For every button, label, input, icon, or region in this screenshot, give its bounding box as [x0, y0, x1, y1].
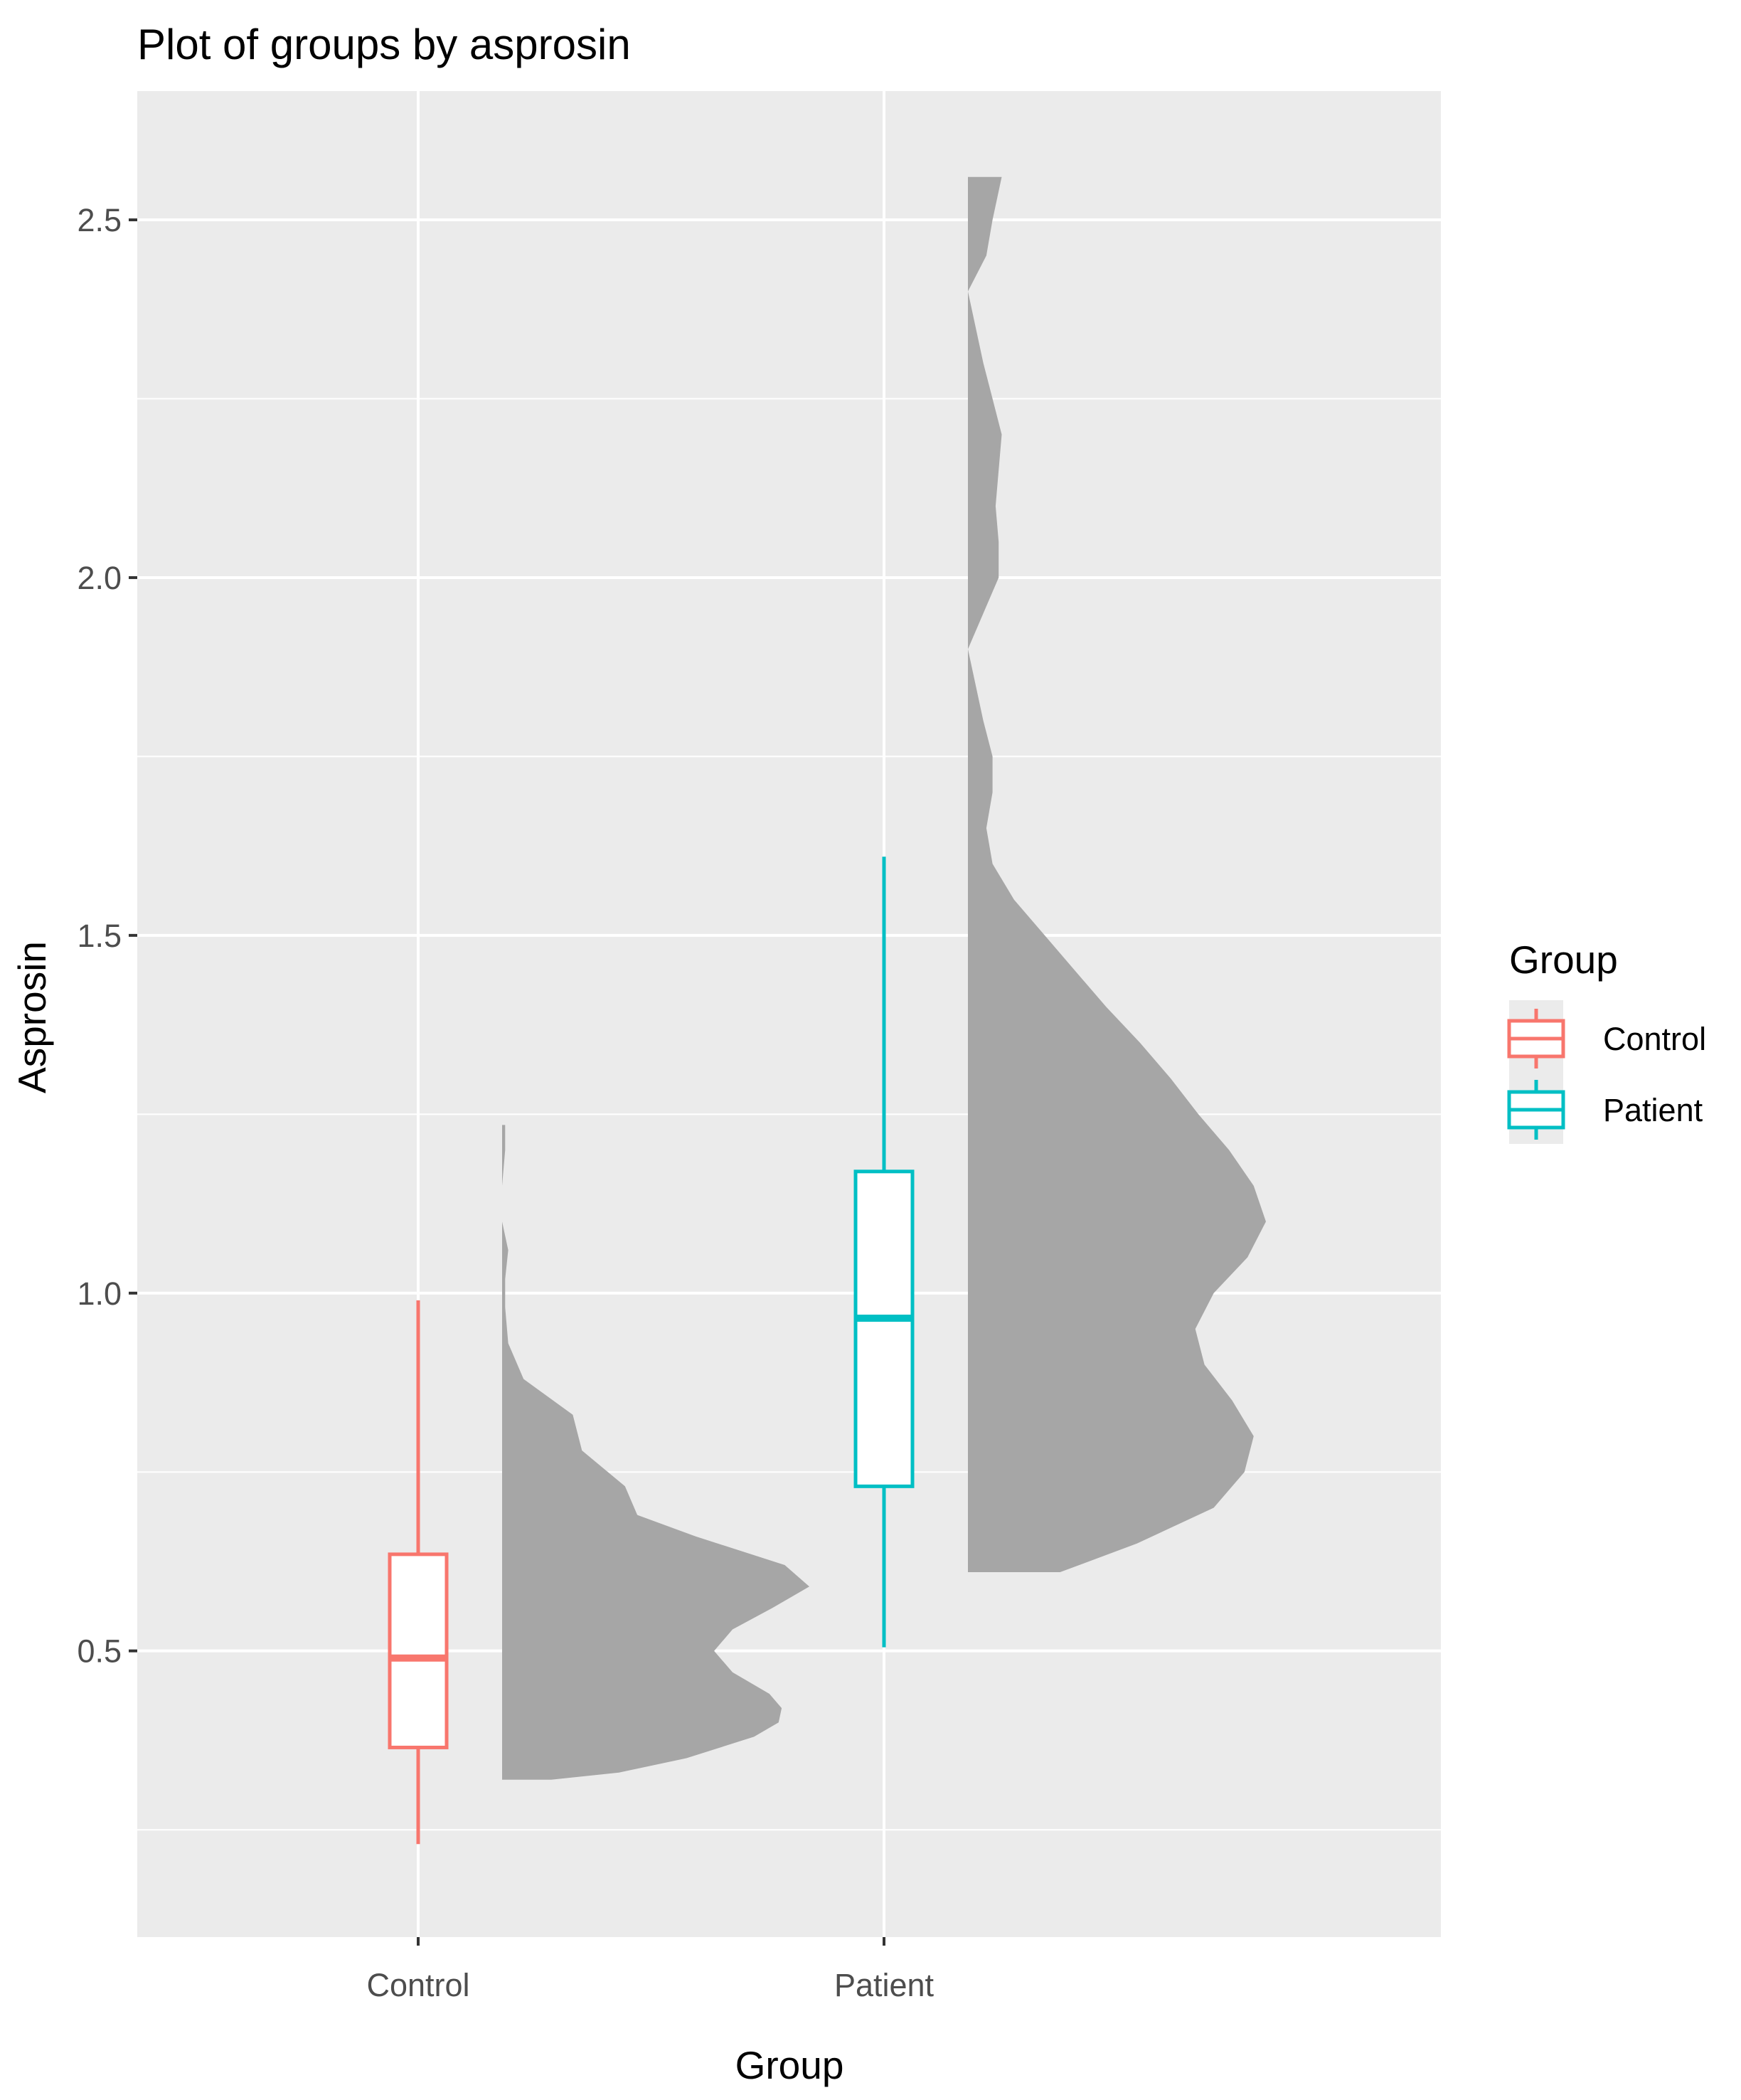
- y-tick-label: 0.5: [77, 1633, 122, 1670]
- minor-gridlines: [137, 398, 1441, 1831]
- y-tick-label: 2.5: [77, 202, 122, 238]
- plot-panel: [137, 91, 1441, 1937]
- y-axis-title: Asprosin: [10, 941, 54, 1093]
- y-tick-label: 1.5: [77, 918, 122, 954]
- boxplots: [388, 857, 915, 1845]
- x-tick-label: Patient: [834, 1967, 935, 2003]
- box-patient: [853, 1170, 915, 1488]
- chart-title: Plot of groups by asprosin: [137, 21, 631, 68]
- box-control: [388, 1552, 449, 1749]
- legend-label-patient: Patient: [1603, 1092, 1703, 1128]
- legend: Group Control Patient: [1507, 938, 1706, 1144]
- y-axis: 0.5 1.0 1.5 2.0 2.5: [77, 202, 137, 1670]
- y-tick-label: 1.0: [77, 1276, 122, 1312]
- violin-patient: [968, 176, 1266, 1573]
- x-axis-title: Group: [735, 2043, 844, 2087]
- legend-label-control: Control: [1603, 1021, 1706, 1057]
- x-tick-label: Control: [366, 1967, 469, 2003]
- x-axis: Control Patient: [366, 1937, 935, 2003]
- y-tick-label: 2.0: [77, 560, 122, 596]
- violin-control: [502, 1125, 809, 1780]
- legend-title: Group: [1509, 938, 1618, 982]
- violins: [502, 176, 1266, 1780]
